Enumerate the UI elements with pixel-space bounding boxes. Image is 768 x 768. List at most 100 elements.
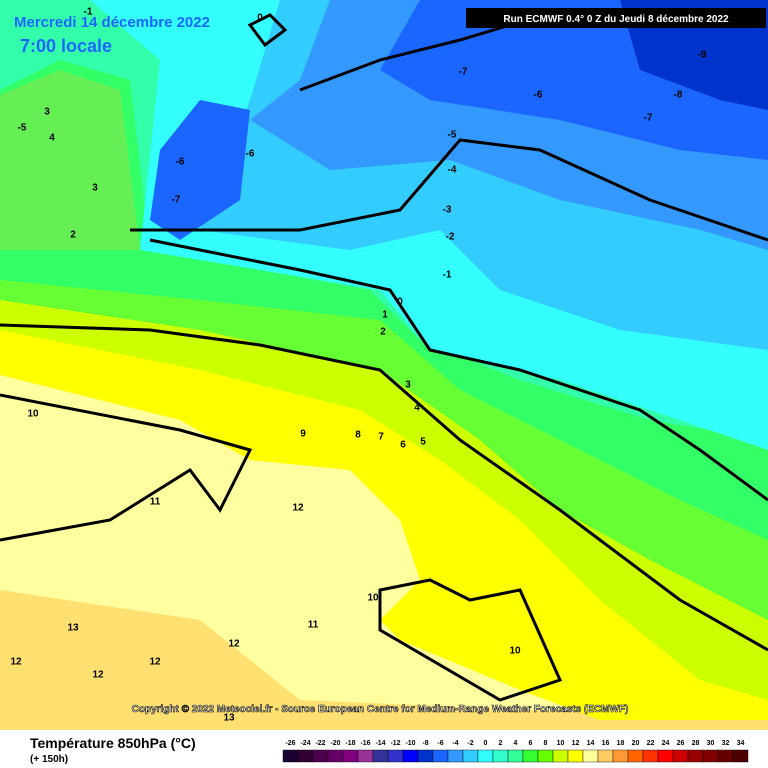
- legend-tick: 24: [662, 740, 670, 747]
- contour-label: 2: [70, 230, 76, 241]
- band: [0, 590, 768, 730]
- legend-tick: -4: [452, 740, 458, 747]
- contour-label: 4: [49, 133, 55, 144]
- contour-label: 3: [405, 380, 411, 391]
- legend-tick: 8: [544, 740, 548, 747]
- legend-swatch: [432, 749, 449, 763]
- contour-label: 12: [292, 503, 304, 514]
- legend-swatch: [312, 749, 329, 763]
- legend-tick: -26: [285, 740, 295, 747]
- legend-tick: 16: [602, 740, 610, 747]
- legend-swatch: [627, 749, 644, 763]
- contour-label: 5: [420, 437, 426, 448]
- legend: -26 -24 -22 -20 -18 -16 -14 -12 -10 -8 -6 -4 -2 0 2 4 6 8…: [282, 740, 749, 763]
- legend-swatch: [477, 749, 494, 763]
- legend-tick: 14: [587, 740, 595, 747]
- legend-tick: -6: [437, 740, 443, 747]
- contour-label: 3: [44, 107, 50, 118]
- contour-label: -6: [176, 157, 185, 168]
- contour-label: -8: [674, 90, 683, 101]
- legend-tick: 18: [617, 740, 625, 747]
- contour-label: 10: [27, 409, 39, 420]
- legend-tick: -10: [405, 740, 415, 747]
- run-box: [466, 8, 766, 28]
- footer-lead: (+ 150h): [30, 754, 68, 765]
- contour-label: 13: [223, 713, 235, 724]
- contour-label: -4: [448, 165, 457, 176]
- legend-swatch: [492, 749, 509, 763]
- legend-tick: -20: [330, 740, 340, 747]
- legend-tick: 26: [677, 740, 685, 747]
- legend-tick: 0: [484, 740, 488, 747]
- legend-tick: 2: [499, 740, 503, 747]
- legend-swatch: [297, 749, 314, 763]
- contour-label: -7: [644, 113, 653, 124]
- legend-tick: 10: [557, 740, 565, 747]
- legend-swatch: [552, 749, 569, 763]
- legend-swatch: [537, 749, 554, 763]
- legend-swatch: [702, 749, 719, 763]
- legend-swatch: [342, 749, 359, 763]
- contour-label: 10: [367, 593, 379, 604]
- contour: [149, 238, 768, 502]
- legend-tick: 34: [737, 740, 745, 747]
- contour-label: -1: [443, 270, 452, 281]
- contour-label: 12: [149, 657, 161, 668]
- legend-swatch: [687, 749, 704, 763]
- legend-tick: 12: [572, 740, 580, 747]
- contour: [0, 393, 253, 542]
- contour-label: -6: [534, 90, 543, 101]
- legend-swatch: [282, 749, 299, 763]
- legend-swatch: [672, 749, 689, 763]
- legend-tick: 4: [514, 740, 518, 747]
- copyright: Copyright © 2022 Meteociel.fr - Source E…: [132, 704, 629, 715]
- contour-label: 11: [150, 497, 161, 508]
- contour-label: -7: [172, 195, 181, 206]
- legend-tick: -16: [360, 740, 370, 747]
- legend-swatch: [447, 749, 464, 763]
- legend-swatch: [657, 749, 674, 763]
- band: [0, 70, 140, 250]
- legend-tick: -12: [390, 740, 400, 747]
- contour: [247, 13, 288, 48]
- legend-tick: -8: [422, 740, 428, 747]
- contour-label: 2: [380, 327, 386, 338]
- contour-labels: 0-1-7-9-8-6-7-5-4-6-6-7-3-2-101234567891…: [10, 7, 706, 724]
- legend-swatch: [462, 749, 479, 763]
- legend-tick: 20: [632, 740, 640, 747]
- legend-swatch: [507, 749, 524, 763]
- contour-label: -1: [84, 7, 93, 18]
- legend-swatch: [642, 749, 659, 763]
- contour-label: 0: [257, 13, 263, 24]
- legend-tick: -24: [300, 740, 310, 747]
- contour-label: 10: [509, 646, 521, 657]
- legend-swatch: [357, 749, 374, 763]
- contour-label: 11: [308, 620, 319, 631]
- legend-swatch: [417, 749, 434, 763]
- legend-tick: -14: [375, 740, 385, 747]
- legend-swatch: [387, 749, 404, 763]
- contour-label: -7: [459, 67, 468, 78]
- legend-swatch: [372, 749, 389, 763]
- legend-swatch: [327, 749, 344, 763]
- contour-label: -3: [443, 205, 452, 216]
- contour-label: -2: [446, 232, 455, 243]
- contour-label: -5: [448, 130, 457, 141]
- contour-label: 12: [10, 657, 22, 668]
- legend-tick: -2: [467, 740, 473, 747]
- date: Mercredi 14 décembre 2022: [14, 14, 210, 31]
- legend-swatch: [582, 749, 599, 763]
- contour-label: 0: [397, 297, 403, 308]
- band: [150, 100, 250, 240]
- legend-tick: 22: [647, 740, 655, 747]
- contour-label: 12: [92, 670, 104, 681]
- footer-title: Température 850hPa (°C): [30, 735, 196, 751]
- contour-label: -6: [246, 149, 255, 160]
- contour-label: 1: [382, 310, 388, 321]
- contour-label: 3: [92, 183, 98, 194]
- legend-swatch: [597, 749, 614, 763]
- contour-label: 8: [355, 430, 361, 441]
- legend-tick: 32: [722, 740, 730, 747]
- legend-swatch: [402, 749, 419, 763]
